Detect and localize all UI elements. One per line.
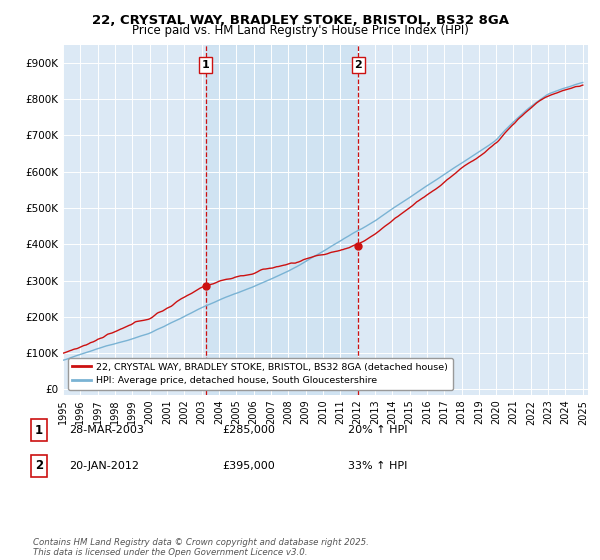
Text: 33% ↑ HPI: 33% ↑ HPI [348, 461, 407, 471]
Text: 28-MAR-2003: 28-MAR-2003 [69, 425, 144, 435]
Text: 2: 2 [355, 60, 362, 70]
Bar [206, 45, 358, 395]
Text: 1: 1 [202, 60, 209, 70]
Text: Contains HM Land Registry data © Crown copyright and database right 2025.
This d: Contains HM Land Registry data © Crown c… [33, 538, 369, 557]
Text: 20% ↑ HPI: 20% ↑ HPI [348, 425, 407, 435]
Legend: 22, CRYSTAL WAY, BRADLEY STOKE, BRISTOL, BS32 8GA (detached house), HPI: Average: 22, CRYSTAL WAY, BRADLEY STOKE, BRISTOL,… [68, 358, 452, 390]
Text: £285,000: £285,000 [222, 425, 275, 435]
Text: 20-JAN-2012: 20-JAN-2012 [69, 461, 139, 471]
Text: 1: 1 [35, 423, 43, 437]
Text: 2: 2 [35, 459, 43, 473]
Text: Price paid vs. HM Land Registry's House Price Index (HPI): Price paid vs. HM Land Registry's House … [131, 24, 469, 37]
Text: 22, CRYSTAL WAY, BRADLEY STOKE, BRISTOL, BS32 8GA: 22, CRYSTAL WAY, BRADLEY STOKE, BRISTOL,… [91, 14, 509, 27]
Text: £395,000: £395,000 [222, 461, 275, 471]
